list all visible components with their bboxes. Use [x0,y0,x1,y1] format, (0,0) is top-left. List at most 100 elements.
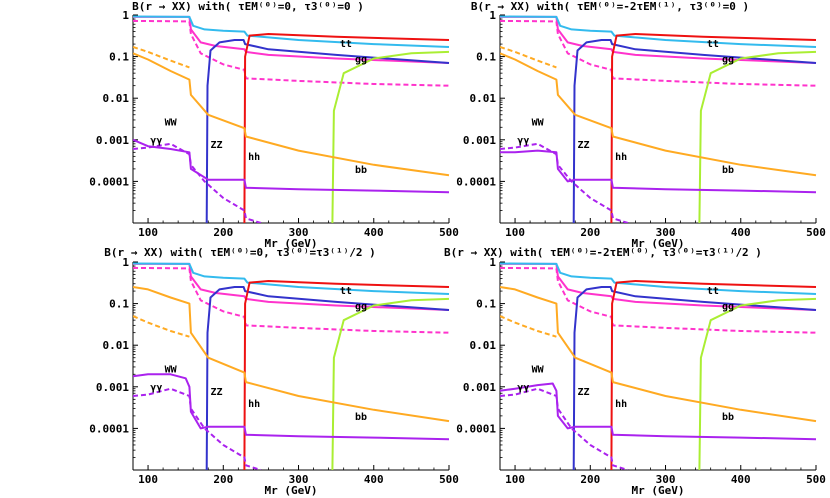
channel-label: γγ [517,382,529,393]
x-tick-label: 400 [364,226,384,239]
series-line-3 [500,15,817,48]
channel-label: gg [722,302,734,313]
chart-title: B(r → XX) with( τEM⁽⁰⁾=-2τEM⁽⁰⁾, τ3⁽⁰⁾=τ… [444,246,762,259]
x-tick-label: 400 [731,473,751,486]
series-line-6 [698,297,817,470]
x-tick-label: 500 [439,473,459,486]
channel-label: tt [340,39,352,50]
series-line-9 [500,382,817,441]
chart-title: B(r → XX) with( τEM⁽⁰⁾=-2τEM⁽¹⁾, τ3⁽⁰⁾=0… [471,0,749,13]
channel-label: WW [532,118,545,129]
x-tick-label: 500 [806,473,826,486]
y-tick-label: 1 [489,9,496,22]
chart-panel-4: B(r → XX) with( τEM⁽⁰⁾=-2τEM⁽⁰⁾, τ3⁽⁰⁾=τ… [444,246,826,497]
channel-label: hh [248,399,260,410]
series-line-6 [331,297,450,470]
channel-label: tt [340,286,352,297]
channel-label: hh [615,399,627,410]
series-line-10 [133,142,262,223]
channel-label: hh [248,152,260,163]
x-axis-label: Mr (GeV) [632,237,685,250]
series-line-7 [500,52,817,177]
series-line-5 [610,33,817,223]
y-tick-label: 0.0001 [456,422,496,435]
series-line-10 [500,387,629,470]
y-tick-label: 0.0001 [89,175,129,188]
series-group [133,15,450,223]
y-tick-label: 0.1 [109,298,129,311]
y-tick-label: 0.01 [103,92,130,105]
series-line-5 [243,280,450,470]
x-tick-label: 200 [213,473,233,486]
x-tick-label: 400 [364,473,384,486]
channel-label: γγ [517,135,529,146]
channel-label: bb [355,165,367,176]
channel-label: WW [165,118,178,129]
series-group [500,262,817,470]
series-line-9 [500,149,817,194]
series-line-7 [500,286,817,423]
y-tick-label: 0.01 [470,92,497,105]
y-tick-label: 1 [122,9,129,22]
channel-label: bb [722,165,734,176]
y-tick-label: 0.001 [463,134,496,147]
series-line-2 [500,19,817,87]
y-tick-label: 0.001 [463,381,496,394]
series-line-9 [133,373,450,441]
channel-label: tt [707,286,719,297]
series-line-4 [572,39,817,223]
chart-panel-2: B(r → XX) with( τEM⁽⁰⁾=-2τEM⁽¹⁾, τ3⁽⁰⁾=0… [456,0,826,250]
y-tick-label: 0.0001 [456,175,496,188]
series-line-8 [133,46,190,69]
y-tick-label: 0.001 [96,381,129,394]
channel-label: WW [165,365,178,376]
series-line-7 [133,286,450,423]
series-line-5 [610,280,817,470]
y-tick-label: 0.1 [109,51,129,64]
series-line-6 [698,50,817,223]
chart-title: B(r → XX) with( τEM⁽⁰⁾=0, τ3⁽⁰⁾=0 ) [132,0,364,13]
series-line-4 [572,286,817,470]
x-tick-label: 500 [806,226,826,239]
x-tick-label: 300 [289,473,309,486]
series-line-10 [500,142,629,223]
series-group [500,15,817,223]
channel-label: bb [355,412,367,423]
chart-panel-3: B(r → XX) with( τEM⁽⁰⁾=0, τ3⁽⁰⁾=τ3⁽¹⁾/2 … [89,246,459,497]
chart-panel-1: B(r → XX) with( τEM⁽⁰⁾=0, τ3⁽⁰⁾=0 )1 0.1 0… [89,0,459,250]
x-tick-label: 200 [580,473,600,486]
series-line-4 [205,286,450,470]
channel-label: gg [722,55,734,66]
series-line-8 [500,46,557,69]
y-tick-label: 1 [122,256,129,269]
x-tick-label: 100 [138,226,158,239]
x-axis-label: Mr (GeV) [265,237,318,250]
x-tick-label: 500 [439,226,459,239]
series-line-3 [133,262,450,295]
channel-label: γγ [150,382,162,393]
y-tick-label: 0.1 [476,298,496,311]
series-line-7 [133,52,450,177]
channel-label: ZZ [577,140,589,151]
series-line-9 [133,138,450,194]
x-tick-label: 200 [580,226,600,239]
series-line-8 [133,315,190,338]
y-tick-label: 0.01 [470,339,497,352]
series-line-4 [205,39,450,223]
series-line-8 [500,315,557,338]
channel-label: tt [707,39,719,50]
x-tick-label: 100 [138,473,158,486]
x-tick-label: 300 [289,226,309,239]
series-group [133,262,450,470]
x-tick-label: 100 [505,226,525,239]
channel-label: ZZ [210,387,222,398]
channel-label: gg [355,55,367,66]
channel-label: hh [615,152,627,163]
y-tick-label: 0.01 [103,339,130,352]
x-axis-label: Mr (GeV) [632,484,685,497]
y-tick-label: 0.0001 [89,422,129,435]
channel-label: gg [355,302,367,313]
channel-label: ZZ [577,387,589,398]
chart-title: B(r → XX) with( τEM⁽⁰⁾=0, τ3⁽⁰⁾=τ3⁽¹⁾/2 … [104,246,376,259]
